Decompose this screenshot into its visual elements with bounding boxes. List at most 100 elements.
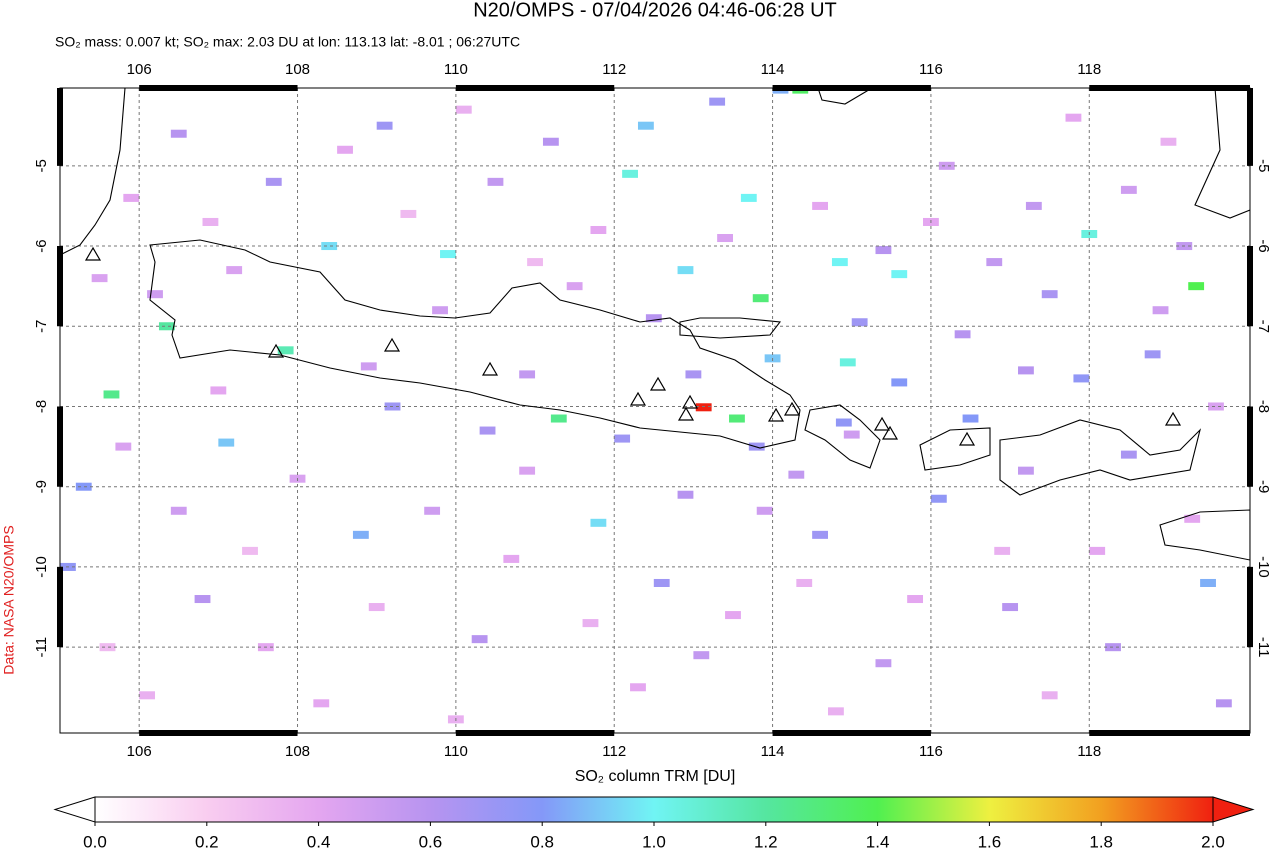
so2-pixel	[954, 330, 971, 339]
so2-pixel	[1041, 691, 1058, 700]
colorbar-under	[53, 796, 96, 823]
so2-pixel	[835, 418, 852, 427]
so2-pixel	[875, 659, 892, 668]
so2-pixel	[321, 242, 338, 251]
so2-pixel	[202, 217, 219, 226]
so2-pixel	[487, 177, 504, 186]
coast-java	[149, 239, 801, 449]
so2-pixel	[1105, 643, 1121, 652]
so2-pixel	[527, 258, 543, 267]
so2-pixel	[590, 518, 607, 527]
y-tick-label: -7	[33, 320, 50, 333]
x-tick-label-top: 118	[1077, 61, 1101, 78]
y-tick-label: -9	[33, 480, 50, 493]
y-tick-label-right: -10	[1255, 556, 1272, 578]
colorbar-tick-label: 1.6	[978, 832, 1002, 851]
so2-pixel	[1160, 137, 1177, 146]
so2-pixel	[75, 482, 92, 491]
coastlines	[60, 88, 1250, 561]
so2-pixel	[194, 595, 211, 604]
y-tick-label: -6	[33, 239, 50, 252]
so2-pixel	[938, 161, 955, 170]
so2-pixel	[582, 619, 599, 628]
so2-pixel	[695, 403, 712, 412]
y-tick-label-right: -11	[1255, 637, 1272, 658]
so2-pixel	[693, 651, 710, 660]
so2-pixel	[1065, 113, 1082, 122]
so2-pixel	[717, 234, 733, 243]
so2-pixel	[103, 390, 120, 399]
map-frame	[59, 87, 1251, 734]
y-tick-label-right: -9	[1255, 480, 1272, 493]
coast-madura	[679, 317, 782, 339]
so2-pixel	[1208, 402, 1224, 411]
y-tick-label: -11	[33, 637, 50, 658]
x-tick-label: 108	[285, 743, 310, 760]
volcano	[84, 246, 1182, 446]
so2-pixel	[432, 306, 448, 315]
coast-sumbawa	[999, 419, 1202, 496]
so2-pixel	[1002, 603, 1019, 612]
so2-pixel	[812, 530, 828, 539]
so2-pixel	[265, 177, 282, 186]
so2-pixel	[740, 193, 757, 202]
so2-pixel	[1120, 450, 1137, 459]
so2-pixel	[1152, 306, 1169, 315]
so2-pixel	[503, 554, 520, 563]
so2-pixel	[677, 266, 694, 275]
so2-pixel	[729, 414, 745, 423]
so2-pixel	[677, 490, 694, 499]
y-tick-label: -10	[33, 556, 50, 578]
so2-pixel	[158, 322, 175, 331]
so2-pixel	[788, 470, 805, 479]
so2-pixel	[400, 209, 417, 218]
so2-pixel	[242, 546, 258, 555]
so2-pixel	[645, 314, 662, 323]
so2-pixel	[91, 274, 108, 283]
so2-pixel	[1018, 466, 1034, 475]
so2-pixel	[1018, 366, 1034, 375]
so2-pixel	[424, 506, 441, 515]
colorbar: 0.0 0.2 0.4 0.6 0.8 1.0 1.2 1.4 1.6 1.8 2.0	[53, 796, 1255, 851]
colorbar-over	[1212, 796, 1255, 823]
x-tick-label: 106	[127, 743, 152, 760]
so2-pixel	[851, 318, 868, 327]
credit: Data: NASA N20/OMPS	[1, 525, 17, 674]
so2-pixel	[827, 707, 844, 716]
so2-pixel	[831, 258, 848, 267]
so2-pixel	[519, 370, 536, 379]
so2-pixel	[519, 466, 536, 475]
so2-pixel	[930, 494, 947, 503]
colorbar-tick-label: 0.2	[195, 832, 219, 851]
so2-pixel	[1041, 290, 1058, 299]
grid	[60, 88, 1250, 733]
so2-pixel	[1089, 546, 1106, 555]
so2-pixel	[994, 546, 1011, 555]
so2-pixel	[1188, 282, 1205, 291]
so2-pixel	[277, 346, 294, 355]
so2-pixel	[756, 506, 773, 515]
so2-pixel	[566, 282, 583, 291]
so2-pixel	[455, 105, 472, 114]
colorbar-tick-label: 1.2	[754, 832, 778, 851]
so2-pixel	[709, 97, 726, 106]
so2-pixel	[170, 129, 187, 138]
so2-pixel	[614, 434, 631, 443]
so2-pixel	[725, 611, 741, 620]
y-tick-label-right: -8	[1255, 400, 1272, 413]
colorbar-tick-label: 2.0	[1201, 832, 1225, 851]
coast-sumatra	[60, 88, 126, 256]
chart-title: N20/OMPS - 07/04/2026 04:46-06:28 UT	[473, 0, 837, 21]
x-tick-label: 110	[444, 743, 468, 760]
colorbar-tick-label: 0.6	[419, 832, 443, 851]
x-tick-label-top: 112	[602, 61, 626, 78]
x-tick-label-top: 116	[919, 61, 943, 78]
so2-pixel	[115, 442, 132, 451]
x-tick-label: 118	[1077, 743, 1101, 760]
so2-pixel	[1184, 514, 1201, 523]
y-tick-label: -8	[33, 400, 50, 413]
so2-pixel	[812, 201, 828, 210]
so2-pixel	[170, 506, 187, 515]
so2-pixel	[471, 635, 488, 644]
